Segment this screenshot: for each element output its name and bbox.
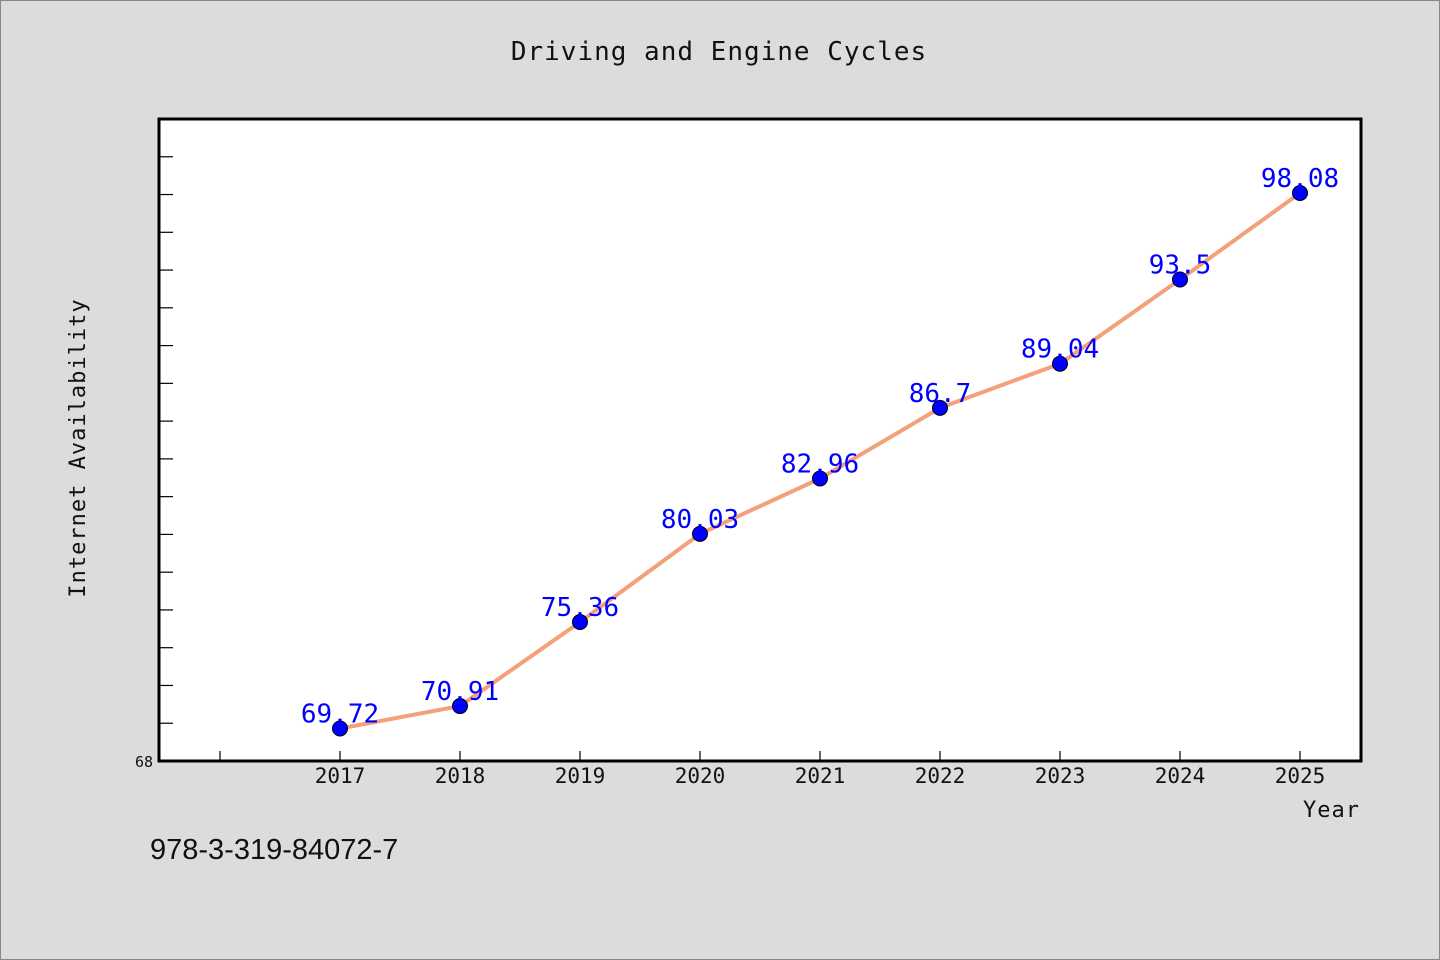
data-label: 86.7 bbox=[909, 379, 972, 409]
data-point bbox=[1052, 355, 1068, 372]
x-tick-label: 2023 bbox=[1035, 764, 1086, 788]
chart-title: Driving and Engine Cycles bbox=[511, 37, 927, 67]
y-axis-title: Internet Availability bbox=[66, 298, 91, 597]
data-point bbox=[1172, 271, 1188, 288]
x-tick-label: 2020 bbox=[675, 764, 726, 788]
x-tick-label: 2018 bbox=[435, 764, 486, 788]
data-point bbox=[932, 399, 948, 416]
data-label: 70.91 bbox=[421, 677, 499, 707]
data-label: 69.72 bbox=[301, 700, 379, 730]
data-labels: 69.72 70.91 75.36 80.03 82.96 86.7 89.04 93.5 98… bbox=[301, 164, 1339, 730]
plot-area bbox=[157, 117, 1363, 763]
data-label: 98.08 bbox=[1261, 164, 1339, 194]
footer-code: 978-3-319-84072-7 bbox=[150, 834, 399, 866]
x-tick-label: 2022 bbox=[915, 764, 966, 788]
series-layer bbox=[332, 185, 1308, 737]
data-label: 93.5 bbox=[1149, 251, 1212, 281]
data-point bbox=[332, 720, 348, 737]
data-label: 89.04 bbox=[1021, 335, 1099, 365]
y-axis-ticks: 68 bbox=[135, 156, 173, 771]
x-tick-label: 2017 bbox=[315, 764, 366, 788]
x-tick-label: 2019 bbox=[555, 764, 606, 788]
x-tick-label: 2025 bbox=[1275, 764, 1326, 788]
data-point bbox=[1292, 185, 1308, 202]
data-label: 82.96 bbox=[781, 450, 859, 480]
data-point bbox=[572, 614, 588, 631]
x-axis-title: Year bbox=[1303, 798, 1360, 823]
data-point bbox=[812, 470, 828, 487]
data-point bbox=[692, 525, 708, 542]
x-axis-ticks: 2017 2018 2019 2020 2021 2022 2023 2024 2025 bbox=[219, 751, 1326, 788]
data-point bbox=[452, 698, 468, 715]
data-label: 80.03 bbox=[661, 505, 739, 535]
data-label: 75.36 bbox=[541, 593, 619, 623]
x-tick-label: 2024 bbox=[1155, 764, 1206, 788]
y-tick-label: 68 bbox=[135, 753, 153, 771]
x-tick-label: 2021 bbox=[795, 764, 846, 788]
